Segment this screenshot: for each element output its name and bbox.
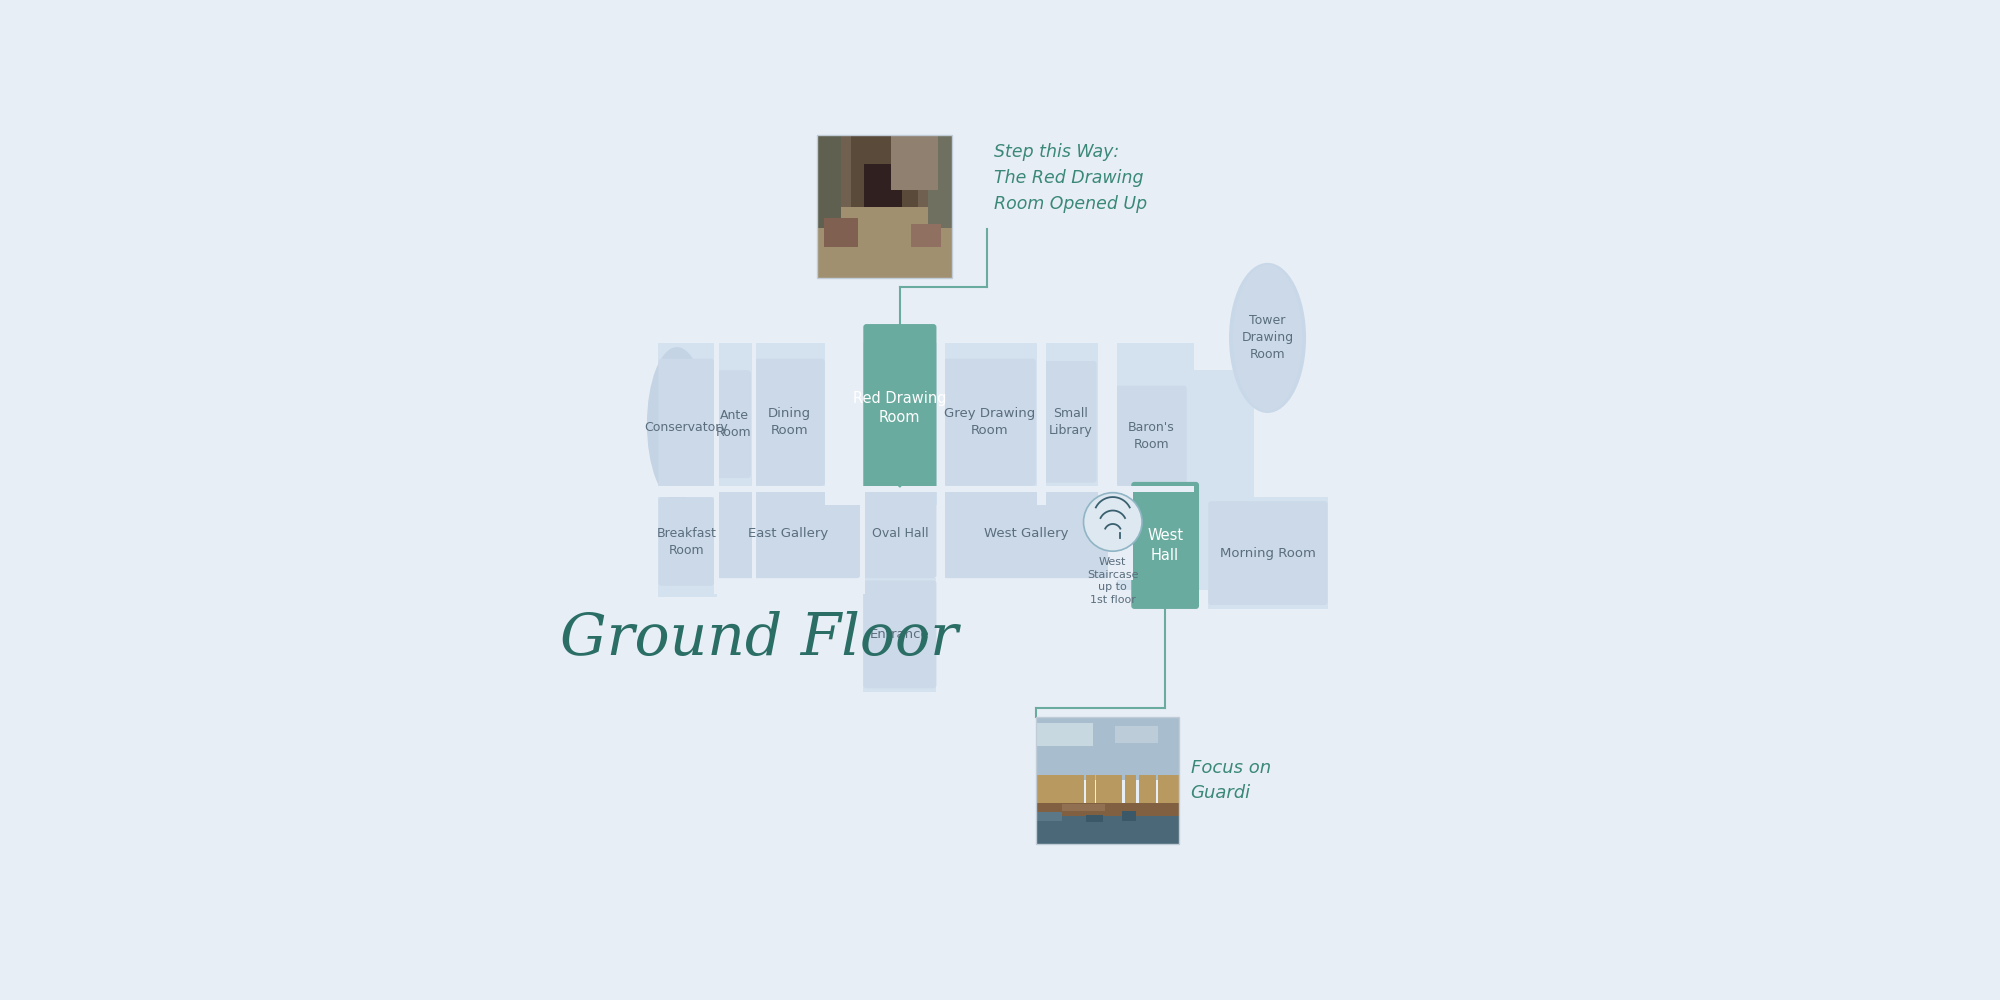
Bar (1036, 717, 1180, 780)
Bar (818, 135, 952, 278)
Bar (1036, 812, 1062, 821)
Bar (1124, 775, 1136, 811)
Bar (1098, 343, 1118, 505)
FancyBboxPatch shape (864, 324, 936, 492)
Bar (1114, 726, 1158, 743)
Bar (864, 164, 902, 214)
FancyBboxPatch shape (1116, 386, 1186, 486)
Text: Conservatory: Conservatory (644, 422, 728, 434)
Bar (1138, 775, 1156, 813)
Text: Small
Library: Small Library (1048, 407, 1092, 437)
Bar (818, 135, 952, 278)
FancyBboxPatch shape (1132, 482, 1200, 609)
FancyBboxPatch shape (658, 497, 714, 586)
FancyBboxPatch shape (864, 580, 936, 688)
FancyBboxPatch shape (864, 490, 936, 578)
Ellipse shape (1232, 265, 1302, 411)
Bar (1036, 808, 1180, 844)
Bar (1036, 803, 1180, 816)
Bar (658, 343, 1194, 505)
Text: Baron's
Room: Baron's Room (1128, 421, 1174, 451)
Bar (1110, 490, 1118, 594)
Text: West Gallery: West Gallery (984, 527, 1068, 540)
Bar (818, 207, 952, 278)
Bar (824, 343, 864, 505)
Text: Ante
Room: Ante Room (716, 409, 752, 439)
Bar (1036, 723, 1094, 746)
Bar (892, 135, 938, 190)
Text: West
Hall: West Hall (1148, 528, 1184, 563)
Text: Breakfast
Room: Breakfast Room (656, 527, 716, 557)
FancyBboxPatch shape (716, 370, 750, 478)
Bar (940, 490, 944, 594)
Text: Tower
Drawing
Room: Tower Drawing Room (1242, 314, 1294, 361)
Bar (824, 218, 858, 247)
FancyBboxPatch shape (716, 490, 860, 578)
Bar (752, 490, 756, 594)
Bar (1086, 815, 1104, 822)
Text: East Gallery: East Gallery (748, 527, 828, 540)
Bar (860, 490, 864, 594)
Text: Step this Way:
The Red Drawing
Room Opened Up: Step this Way: The Red Drawing Room Open… (994, 143, 1148, 213)
Bar (1050, 775, 1062, 816)
Text: Ground Floor: Ground Floor (560, 612, 958, 668)
FancyBboxPatch shape (1208, 501, 1328, 605)
Text: Focus on
Guardi: Focus on Guardi (1190, 759, 1270, 802)
FancyBboxPatch shape (944, 490, 1108, 578)
Text: Oval Hall: Oval Hall (872, 527, 928, 540)
Bar (818, 135, 842, 228)
Bar (818, 135, 952, 207)
Bar (1122, 811, 1136, 821)
Bar (658, 486, 1194, 492)
Text: Morning Room: Morning Room (1220, 547, 1316, 560)
Bar (1038, 343, 1046, 505)
Bar (1036, 717, 1180, 844)
Bar (864, 578, 936, 692)
Text: Dining
Room: Dining Room (768, 407, 810, 437)
Bar (1036, 775, 1052, 823)
Text: Red Drawing
Room: Red Drawing Room (854, 391, 946, 425)
Bar (1108, 488, 1132, 580)
FancyBboxPatch shape (754, 359, 824, 486)
Bar (928, 135, 952, 228)
Bar (714, 343, 718, 486)
Text: West
Staircase
up to
1st floor: West Staircase up to 1st floor (1088, 557, 1138, 605)
Bar (1086, 775, 1094, 811)
FancyBboxPatch shape (944, 359, 1036, 486)
Bar (1116, 370, 1254, 590)
Bar (1096, 775, 1122, 820)
Text: Entrance: Entrance (870, 628, 930, 641)
Ellipse shape (646, 347, 706, 501)
Bar (938, 343, 944, 505)
Bar (912, 224, 942, 247)
Text: Grey Drawing
Room: Grey Drawing Room (944, 407, 1036, 437)
Bar (714, 490, 718, 594)
Bar (1062, 804, 1104, 811)
Bar (658, 343, 716, 597)
Circle shape (1084, 493, 1142, 551)
Bar (658, 492, 716, 497)
Ellipse shape (1230, 263, 1306, 413)
Bar (752, 343, 756, 505)
Bar (1158, 775, 1180, 823)
FancyBboxPatch shape (1044, 361, 1096, 483)
Bar (1058, 775, 1084, 829)
FancyBboxPatch shape (658, 359, 714, 497)
Bar (1208, 497, 1328, 609)
Bar (850, 135, 918, 221)
